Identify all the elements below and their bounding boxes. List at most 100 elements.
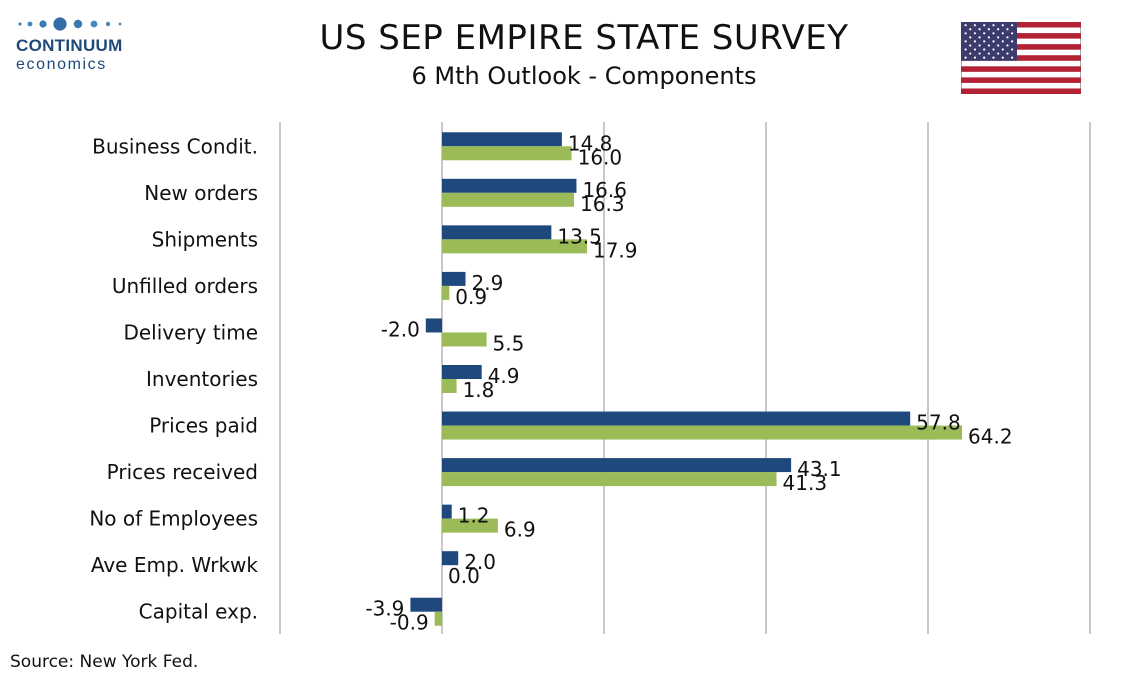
flag-star bbox=[1001, 40, 1004, 43]
flag-star bbox=[1001, 48, 1004, 51]
data-labels: 14.816.0 16.616.3 13.517.9 2.90.9 -2.0 5.5 4.9… bbox=[365, 131, 1012, 634]
data-label: -0.9 bbox=[390, 611, 429, 635]
data-label: 41.3 bbox=[783, 471, 828, 495]
category-label: Prices received bbox=[107, 460, 258, 484]
flag-star bbox=[987, 44, 990, 47]
flag-star bbox=[997, 28, 1000, 31]
flag-star bbox=[1006, 52, 1009, 55]
data-label: 14.8 bbox=[568, 131, 613, 155]
bar-series-2 bbox=[442, 146, 572, 161]
flag-star bbox=[983, 56, 986, 59]
bar-series-2 bbox=[442, 192, 575, 207]
data-label: 5.5 bbox=[493, 331, 525, 355]
bar-series-1 bbox=[442, 225, 552, 240]
bar-series-2 bbox=[434, 611, 442, 626]
flag-star bbox=[973, 40, 976, 43]
flag-star bbox=[969, 44, 972, 47]
flag-star bbox=[1001, 56, 1004, 59]
flag-star bbox=[1001, 24, 1004, 27]
chart-subtitle: 6 Mth Outlook - Components bbox=[411, 62, 757, 90]
data-label: 16.6 bbox=[582, 178, 627, 202]
grid-lines bbox=[279, 122, 1091, 634]
flag-star bbox=[997, 36, 1000, 39]
flag-star bbox=[987, 28, 990, 31]
category-labels: Business Condit. New orders Shipments Unf… bbox=[89, 134, 258, 623]
bar-series-1 bbox=[442, 411, 911, 426]
flag-star bbox=[997, 52, 1000, 55]
flag-star bbox=[964, 48, 967, 51]
flag-star bbox=[1011, 40, 1014, 43]
flag-star bbox=[969, 52, 972, 55]
flag-star bbox=[997, 44, 1000, 47]
flag-star bbox=[992, 56, 995, 59]
bar-series-2 bbox=[442, 425, 963, 440]
category-label: Business Condit. bbox=[92, 134, 258, 158]
bar-series-1 bbox=[442, 365, 482, 379]
flag-star bbox=[964, 56, 967, 59]
source-note: Source: New York Fed. bbox=[10, 652, 199, 672]
flag-star bbox=[964, 40, 967, 43]
logo-dots-icon bbox=[18, 17, 122, 31]
bar-series-1 bbox=[442, 271, 466, 286]
flag-star bbox=[1001, 32, 1004, 35]
flag-star bbox=[1011, 24, 1014, 27]
bar-series-1 bbox=[442, 551, 459, 566]
category-label: Inventories bbox=[146, 367, 258, 391]
bar-series-2 bbox=[442, 518, 498, 533]
bar-series-1 bbox=[410, 597, 442, 612]
flag-star bbox=[1006, 28, 1009, 31]
flag-star bbox=[978, 52, 981, 55]
data-label: 4.9 bbox=[488, 364, 520, 388]
data-label: 6.9 bbox=[504, 518, 536, 542]
data-label: 1.2 bbox=[458, 504, 490, 528]
category-label: No of Employees bbox=[89, 507, 258, 531]
category-label: New orders bbox=[144, 181, 258, 205]
flag-star bbox=[973, 56, 976, 59]
flag-star bbox=[964, 32, 967, 35]
data-label: -2.0 bbox=[381, 317, 420, 341]
data-label: -3.9 bbox=[365, 597, 404, 621]
flag-star bbox=[983, 32, 986, 35]
flag-star bbox=[1011, 48, 1014, 51]
us-flag-icon bbox=[961, 22, 1081, 94]
flag-star bbox=[992, 32, 995, 35]
bar-series-1 bbox=[442, 178, 577, 193]
chart-title: US SEP EMPIRE STATE SURVEY bbox=[319, 18, 849, 58]
bar-series-1 bbox=[442, 132, 562, 147]
flag-star bbox=[973, 24, 976, 27]
category-label: Delivery time bbox=[123, 320, 258, 344]
bar-series bbox=[410, 132, 963, 626]
category-label: Shipments bbox=[152, 227, 258, 251]
data-label: 1.8 bbox=[463, 378, 495, 402]
flag-star bbox=[1011, 56, 1014, 59]
flag-star bbox=[983, 24, 986, 27]
flag-star bbox=[969, 28, 972, 31]
flag-star bbox=[992, 48, 995, 51]
flag-star bbox=[978, 44, 981, 47]
flag-star bbox=[983, 48, 986, 51]
data-label: 2.9 bbox=[471, 271, 503, 295]
bar-series-2 bbox=[442, 379, 457, 393]
flag-star bbox=[987, 36, 990, 39]
bar-series-1 bbox=[442, 504, 452, 519]
flag-star bbox=[1006, 44, 1009, 47]
flag-star bbox=[969, 36, 972, 39]
flag-star bbox=[978, 36, 981, 39]
bar-series-2 bbox=[442, 332, 487, 347]
data-label: 16.0 bbox=[578, 145, 623, 169]
bar-series-1 bbox=[425, 318, 442, 333]
category-label: Prices paid bbox=[149, 414, 258, 438]
data-label: 17.9 bbox=[593, 238, 638, 262]
flag-star bbox=[1011, 32, 1014, 35]
category-label: Unfilled orders bbox=[112, 274, 258, 298]
logo-subtext: economics bbox=[16, 56, 107, 73]
data-label: 0.9 bbox=[455, 285, 487, 309]
flag-star bbox=[978, 28, 981, 31]
data-label: 13.5 bbox=[557, 224, 602, 248]
data-label: 16.3 bbox=[580, 192, 625, 216]
data-label: 43.1 bbox=[797, 457, 842, 481]
bar-series-2 bbox=[442, 472, 777, 487]
flag-star bbox=[983, 40, 986, 43]
logo-wordmark: CONTINUUM bbox=[16, 36, 123, 55]
data-label: 0.0 bbox=[448, 564, 480, 588]
